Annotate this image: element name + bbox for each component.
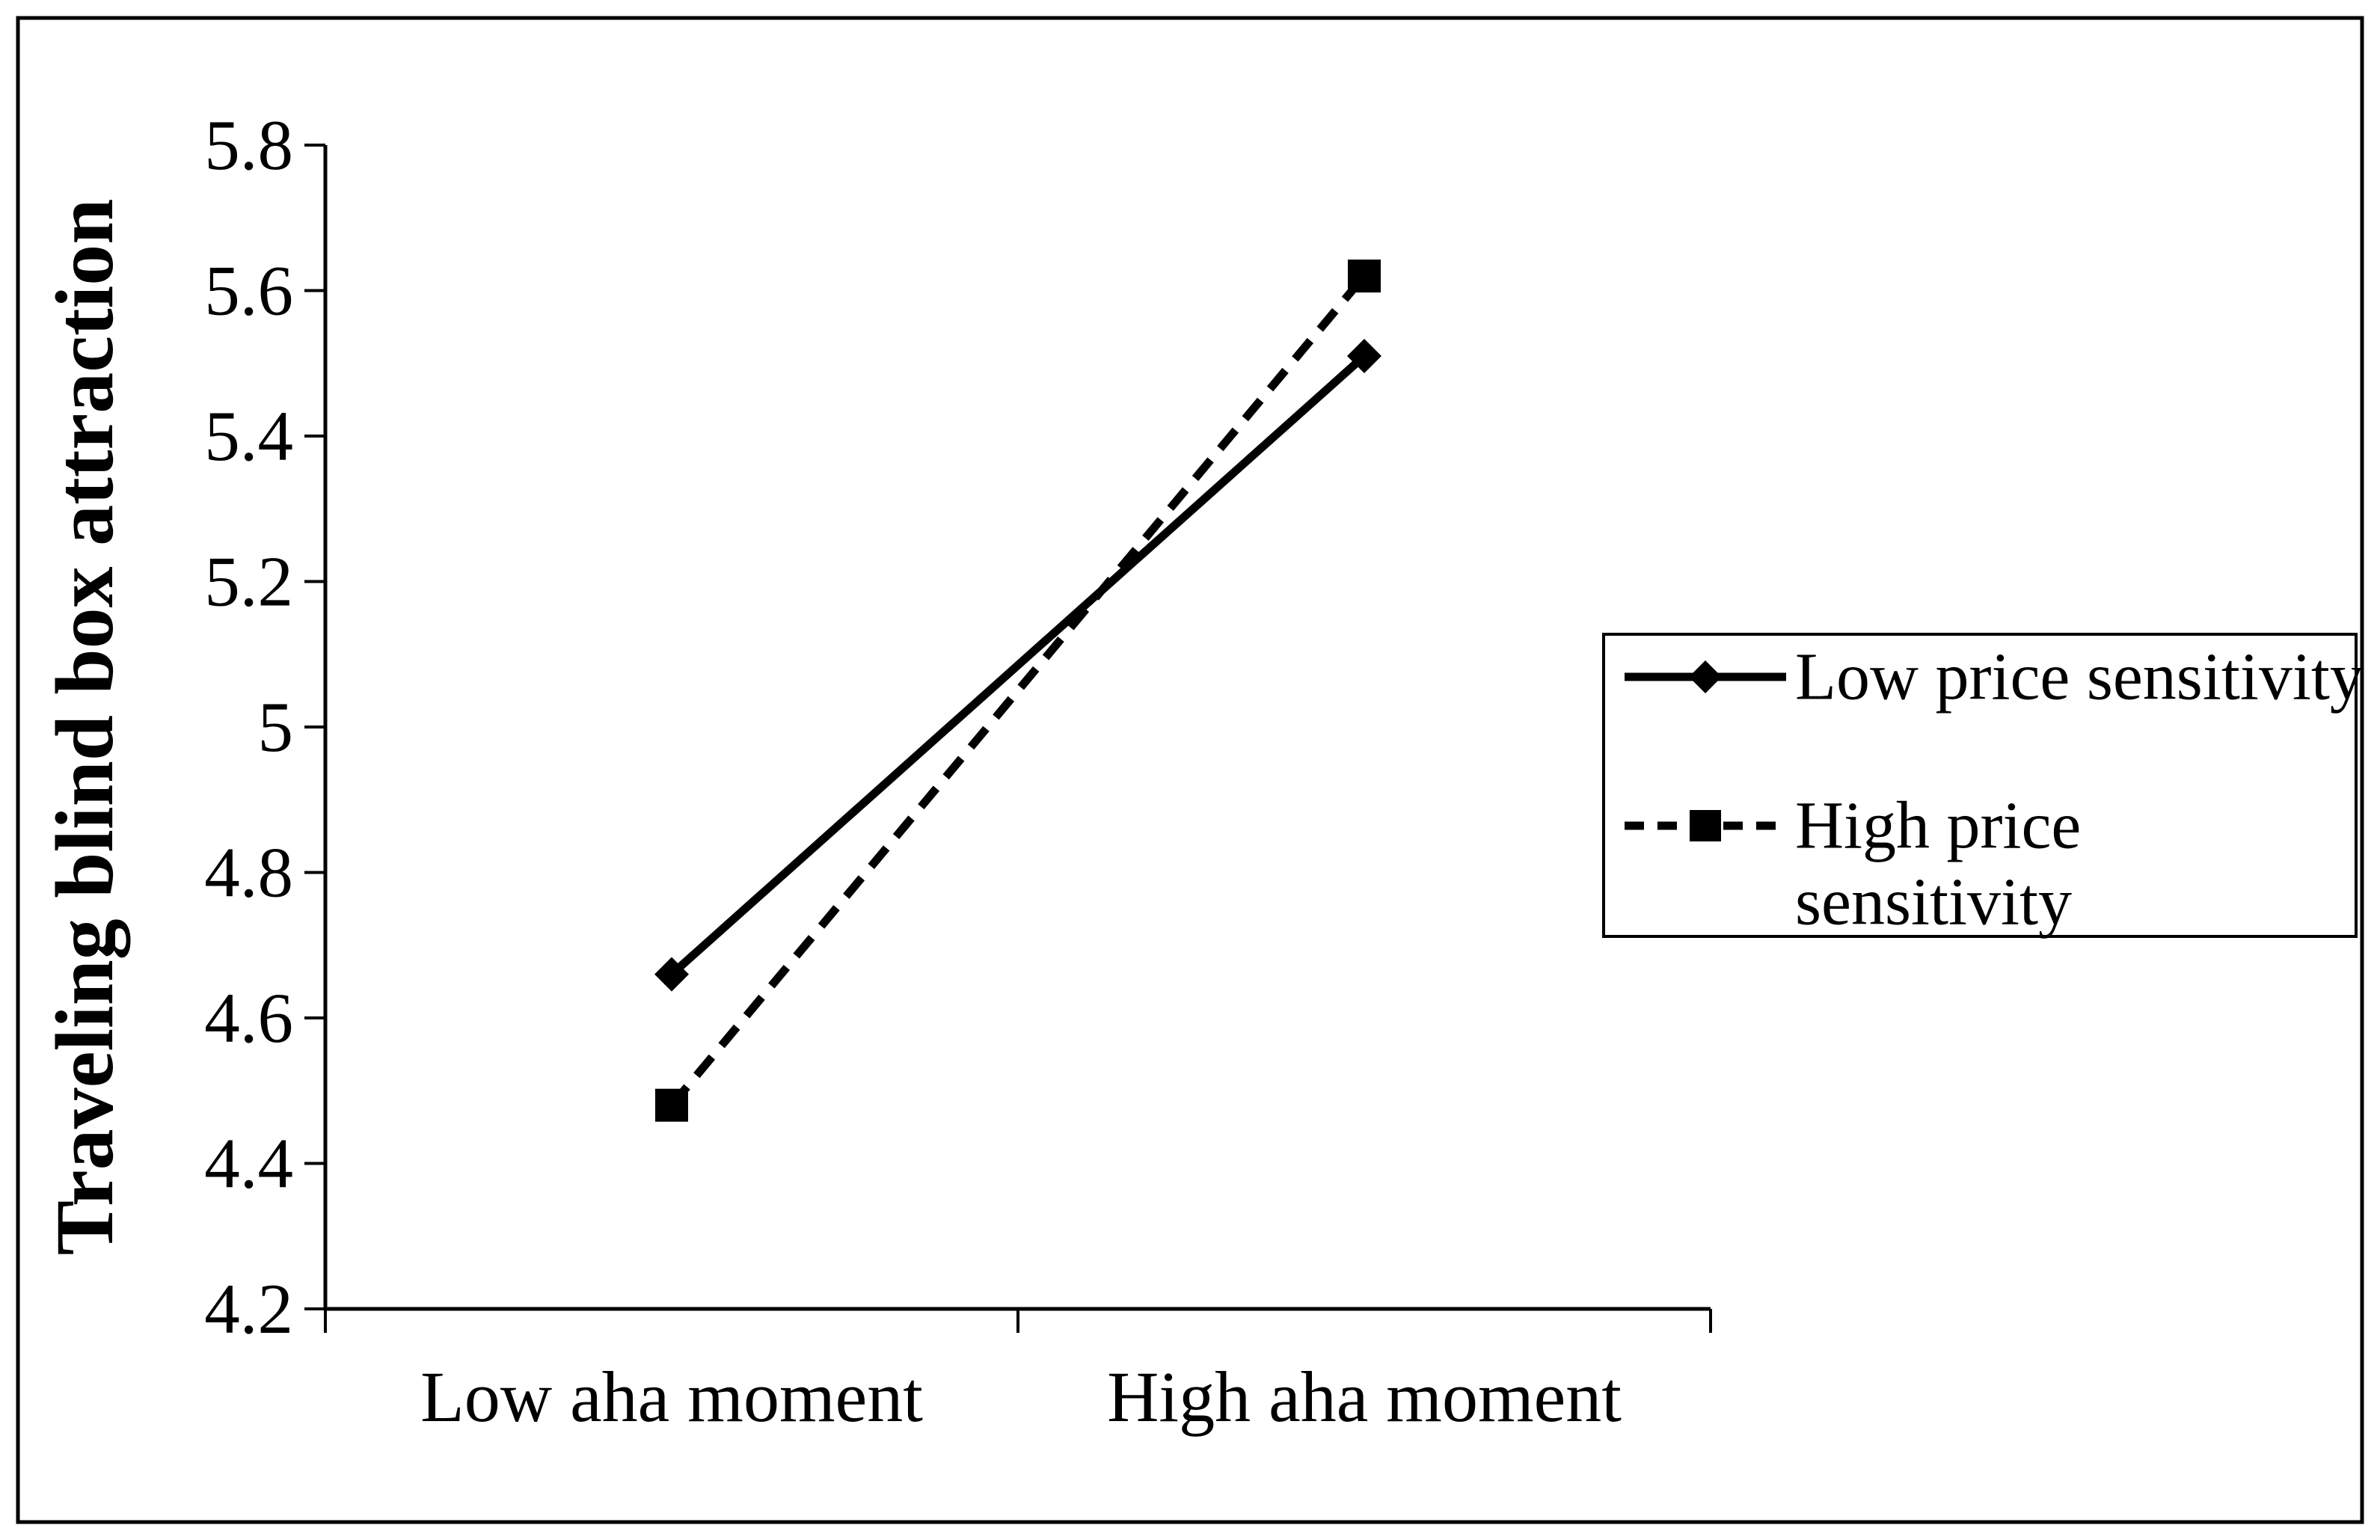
y-tick-label: 4.4 <box>204 1124 293 1203</box>
legend-box: Low price sensitivity High price sensiti… <box>1602 633 2364 939</box>
series-line-low-price-sensitivity <box>669 352 1367 978</box>
legend-label-low-price-sensitivity: Low price sensitivity <box>1795 640 2364 714</box>
data-point-marker-diamond <box>654 957 689 992</box>
x-tick-label-low-aha: Low aha moment <box>420 1357 923 1437</box>
y-tick-label: 5.4 <box>204 396 293 476</box>
legend-diamond-marker-icon <box>1689 660 1722 693</box>
y-axis-title: Traveling blind box attraction <box>39 199 130 1256</box>
legend-item-low-price-sensitivity: Low price sensitivity <box>1625 640 2364 714</box>
data-point-marker-diamond <box>1347 339 1381 374</box>
series-line-high-price-sensitivity <box>668 273 1368 1108</box>
y-tick-label: 5.2 <box>204 542 293 622</box>
data-point-marker-square <box>1348 260 1381 293</box>
legend-label-high-price-line2: sensitivity <box>1795 865 2072 939</box>
y-tick-label: 5.6 <box>204 251 293 331</box>
y-tick-label: 4.8 <box>204 833 293 912</box>
y-axis-ticks: 5.8 5.6 5.4 5.2 5 4.8 4.6 4.4 4.2 <box>204 105 325 1349</box>
y-tick-label: 5.8 <box>204 105 293 185</box>
x-axis-ticks <box>324 1309 1712 1333</box>
legend-label-high-price-line1: High price <box>1795 789 2081 863</box>
legend-square-marker-icon <box>1690 810 1721 841</box>
data-point-marker-square <box>655 1088 688 1122</box>
y-tick-label: 4.6 <box>204 978 293 1058</box>
data-series <box>654 260 1381 1122</box>
legend-item-high-price-sensitivity: High price sensitivity <box>1625 789 2081 939</box>
y-tick-label: 4.2 <box>204 1269 293 1349</box>
y-tick-label: 5 <box>258 687 294 767</box>
legend-border <box>1602 633 2358 938</box>
x-tick-label-high-aha: High aha moment <box>1107 1357 1622 1437</box>
